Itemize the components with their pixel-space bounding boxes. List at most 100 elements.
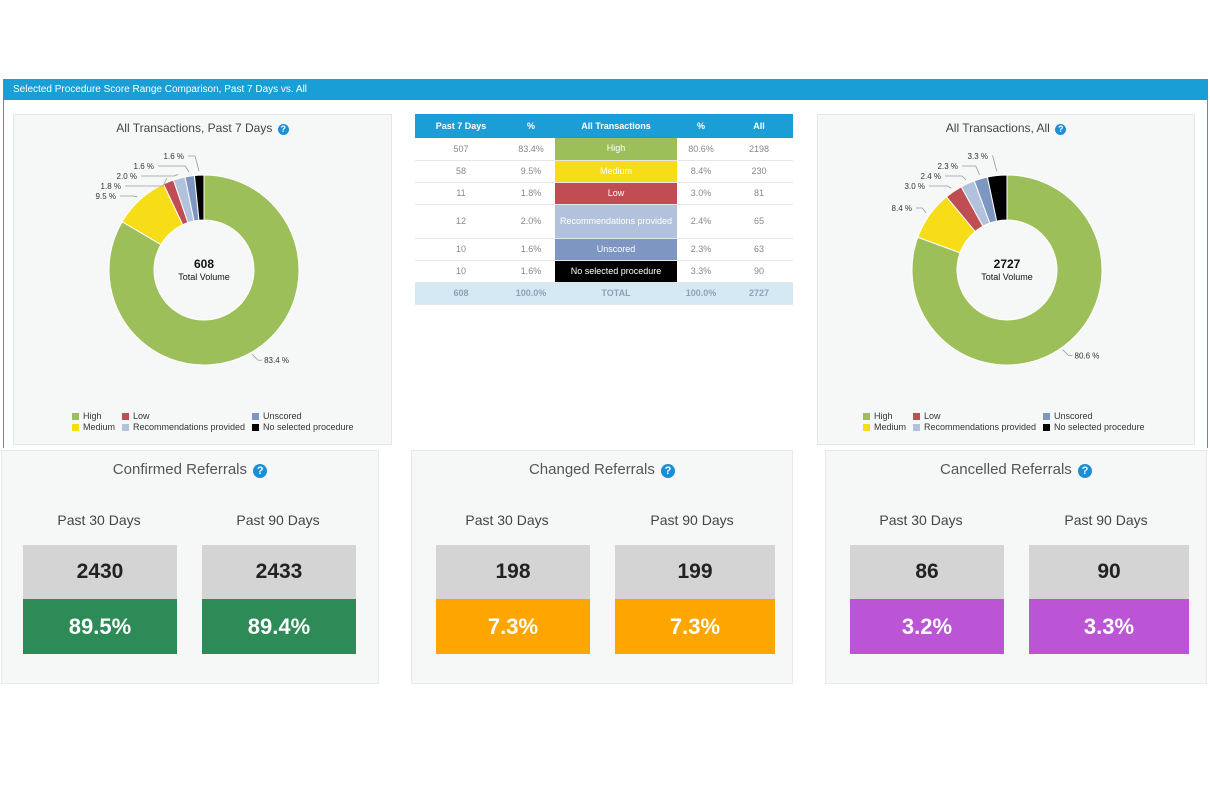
table-row: 11 1.8% Low 3.0% 81 bbox=[415, 182, 793, 205]
panel-title-text: Confirmed Referrals bbox=[112, 461, 248, 478]
cell-past7: 11 bbox=[415, 182, 507, 205]
panel-title-text: Cancelled Referrals bbox=[940, 461, 1072, 478]
comparison-table: Past 7 Days % All Transactions % All 507… bbox=[415, 114, 793, 305]
help-icon[interactable]: ? bbox=[253, 464, 268, 478]
legend-label: High bbox=[874, 411, 893, 421]
cell-pct7: 9.5% bbox=[507, 160, 555, 183]
legend-swatch bbox=[122, 412, 129, 420]
count-30: 86 bbox=[850, 545, 1004, 599]
cell-all: 2727 bbox=[725, 282, 793, 305]
percent-90: 3.3% bbox=[1029, 599, 1189, 654]
percent-90: 7.3% bbox=[615, 599, 775, 654]
cell-all: 90 bbox=[725, 260, 793, 283]
legend-item-medium[interactable]: Medium bbox=[863, 422, 906, 432]
slice-label: 9.5 % bbox=[96, 192, 116, 201]
leader-line bbox=[188, 155, 200, 172]
leader-line bbox=[929, 185, 952, 189]
donut-chart-all: 8.4 % 3.0 %2.4 %2.3 % 3.3 % 80.6 % 2727Total… bbox=[892, 152, 1103, 366]
legend-item-none[interactable]: No selected procedure bbox=[1043, 422, 1145, 432]
legend-item-recommendations[interactable]: Recommendations provided bbox=[913, 422, 1036, 432]
period-label-90: Past 90 Days bbox=[650, 512, 734, 528]
cell-category-total: TOTAL bbox=[555, 282, 677, 305]
legend-label: Low bbox=[133, 411, 150, 421]
legend-item-unscored[interactable]: Unscored bbox=[1043, 411, 1093, 421]
cell-pct7: 1.6% bbox=[507, 238, 555, 261]
percent-30: 3.2% bbox=[850, 599, 1004, 654]
count-30: 2430 bbox=[23, 545, 177, 599]
help-icon[interactable]: ? bbox=[277, 124, 289, 135]
donut-slice-none bbox=[986, 174, 1008, 222]
cell-category-recommendations: Recommendations provided bbox=[555, 204, 677, 239]
cell-past7: 507 bbox=[415, 138, 507, 161]
total-volume-value: 608 bbox=[194, 257, 214, 271]
legend-label: Low bbox=[924, 411, 941, 421]
help-icon[interactable]: ? bbox=[1077, 464, 1092, 478]
count-90: 2433 bbox=[202, 545, 356, 599]
slice-label-high: 80.6 % bbox=[1075, 352, 1100, 361]
legend-label: Unscored bbox=[1054, 411, 1093, 421]
table-total-row: 608 100.0% TOTAL 100.0% 2727 bbox=[415, 282, 793, 305]
table-row: 10 1.6% No selected procedure 3.3% 90 bbox=[415, 260, 793, 283]
cell-past7: 608 bbox=[415, 282, 507, 305]
cell-past7: 12 bbox=[415, 204, 507, 239]
legend-label: Medium bbox=[83, 422, 116, 432]
legend-swatch bbox=[122, 423, 129, 431]
legend-item-medium[interactable]: Medium bbox=[72, 422, 115, 432]
slice-label: 1.6 % bbox=[134, 162, 154, 171]
cell-past7: 58 bbox=[415, 160, 507, 183]
legend-item-none[interactable]: No selected procedure bbox=[252, 422, 354, 432]
table-header-row: Past 7 Days % All Transactions % All bbox=[415, 114, 793, 138]
cell-pct-all: 3.0% bbox=[677, 182, 725, 205]
cell-pct7: 100.0% bbox=[507, 282, 555, 305]
cell-category-medium: Medium bbox=[555, 160, 677, 183]
legend-item-low[interactable]: Low bbox=[122, 411, 150, 421]
cell-pct7: 2.0% bbox=[507, 204, 555, 239]
cancelled-referrals-panel: Cancelled Referrals ? Past 30 Days Past … bbox=[825, 450, 1207, 684]
legend-label: Medium bbox=[874, 422, 907, 432]
legend-item-unscored[interactable]: Unscored bbox=[252, 411, 302, 421]
cell-pct-all: 80.6% bbox=[677, 138, 725, 161]
col-header: % bbox=[507, 114, 555, 138]
count-90: 90 bbox=[1029, 545, 1189, 599]
legend-swatch bbox=[913, 423, 920, 431]
period-label-90: Past 90 Days bbox=[236, 512, 320, 528]
legend-swatch bbox=[1043, 412, 1050, 420]
count-30: 198 bbox=[436, 545, 590, 599]
table-row: 507 83.4% High 80.6% 2198 bbox=[415, 138, 793, 161]
legend-item-high[interactable]: High bbox=[863, 411, 893, 421]
legend-item-high[interactable]: High bbox=[72, 411, 102, 421]
percent-30: 89.5% bbox=[23, 599, 177, 654]
donut-slice-high bbox=[911, 174, 1103, 366]
table-row: 12 2.0% Recommendations provided 2.4% 65 bbox=[415, 204, 793, 239]
legend-item-recommendations[interactable]: Recommendations provided bbox=[122, 422, 245, 432]
chart-title: All Transactions, All ? bbox=[818, 121, 1194, 135]
legend-swatch bbox=[913, 412, 920, 420]
col-header: All bbox=[725, 114, 793, 138]
count-90: 199 bbox=[615, 545, 775, 599]
cell-pct7: 1.8% bbox=[507, 182, 555, 205]
help-icon[interactable]: ? bbox=[661, 464, 676, 478]
legend-swatch bbox=[252, 423, 259, 431]
section-banner: Selected Procedure Score Range Compariso… bbox=[3, 79, 1208, 100]
chart-title-text: All Transactions, All bbox=[945, 121, 1050, 135]
leader-line bbox=[120, 195, 138, 198]
legend-item-low[interactable]: Low bbox=[913, 411, 941, 421]
slice-label: 2.3 % bbox=[938, 162, 958, 171]
legend-swatch bbox=[72, 423, 79, 431]
slice-label: 2.4 % bbox=[921, 172, 941, 181]
legend-swatch bbox=[1043, 423, 1050, 431]
total-volume-label: Total Volume bbox=[178, 272, 230, 282]
slice-label: 3.0 % bbox=[905, 182, 925, 191]
cell-past7: 10 bbox=[415, 238, 507, 261]
donut-chart-past-7-days: 9.5 %1.8 %2.0 %1.6 %1.6 %83.4 %608Total … bbox=[96, 152, 300, 366]
help-icon[interactable]: ? bbox=[1055, 124, 1067, 135]
slice-label: 1.6 % bbox=[164, 152, 184, 161]
cell-category-low: Low bbox=[555, 182, 677, 205]
legend-swatch bbox=[72, 412, 79, 420]
chart-panel-past-7-days: All Transactions, Past 7 Days ? 9.5 % 1.8… bbox=[13, 114, 392, 445]
leader-line bbox=[945, 175, 967, 181]
leader-line bbox=[916, 207, 927, 214]
cell-category-unscored: Unscored bbox=[555, 238, 677, 261]
panel-title-text: Changed Referrals bbox=[528, 461, 655, 478]
cell-pct-all: 2.3% bbox=[677, 238, 725, 261]
